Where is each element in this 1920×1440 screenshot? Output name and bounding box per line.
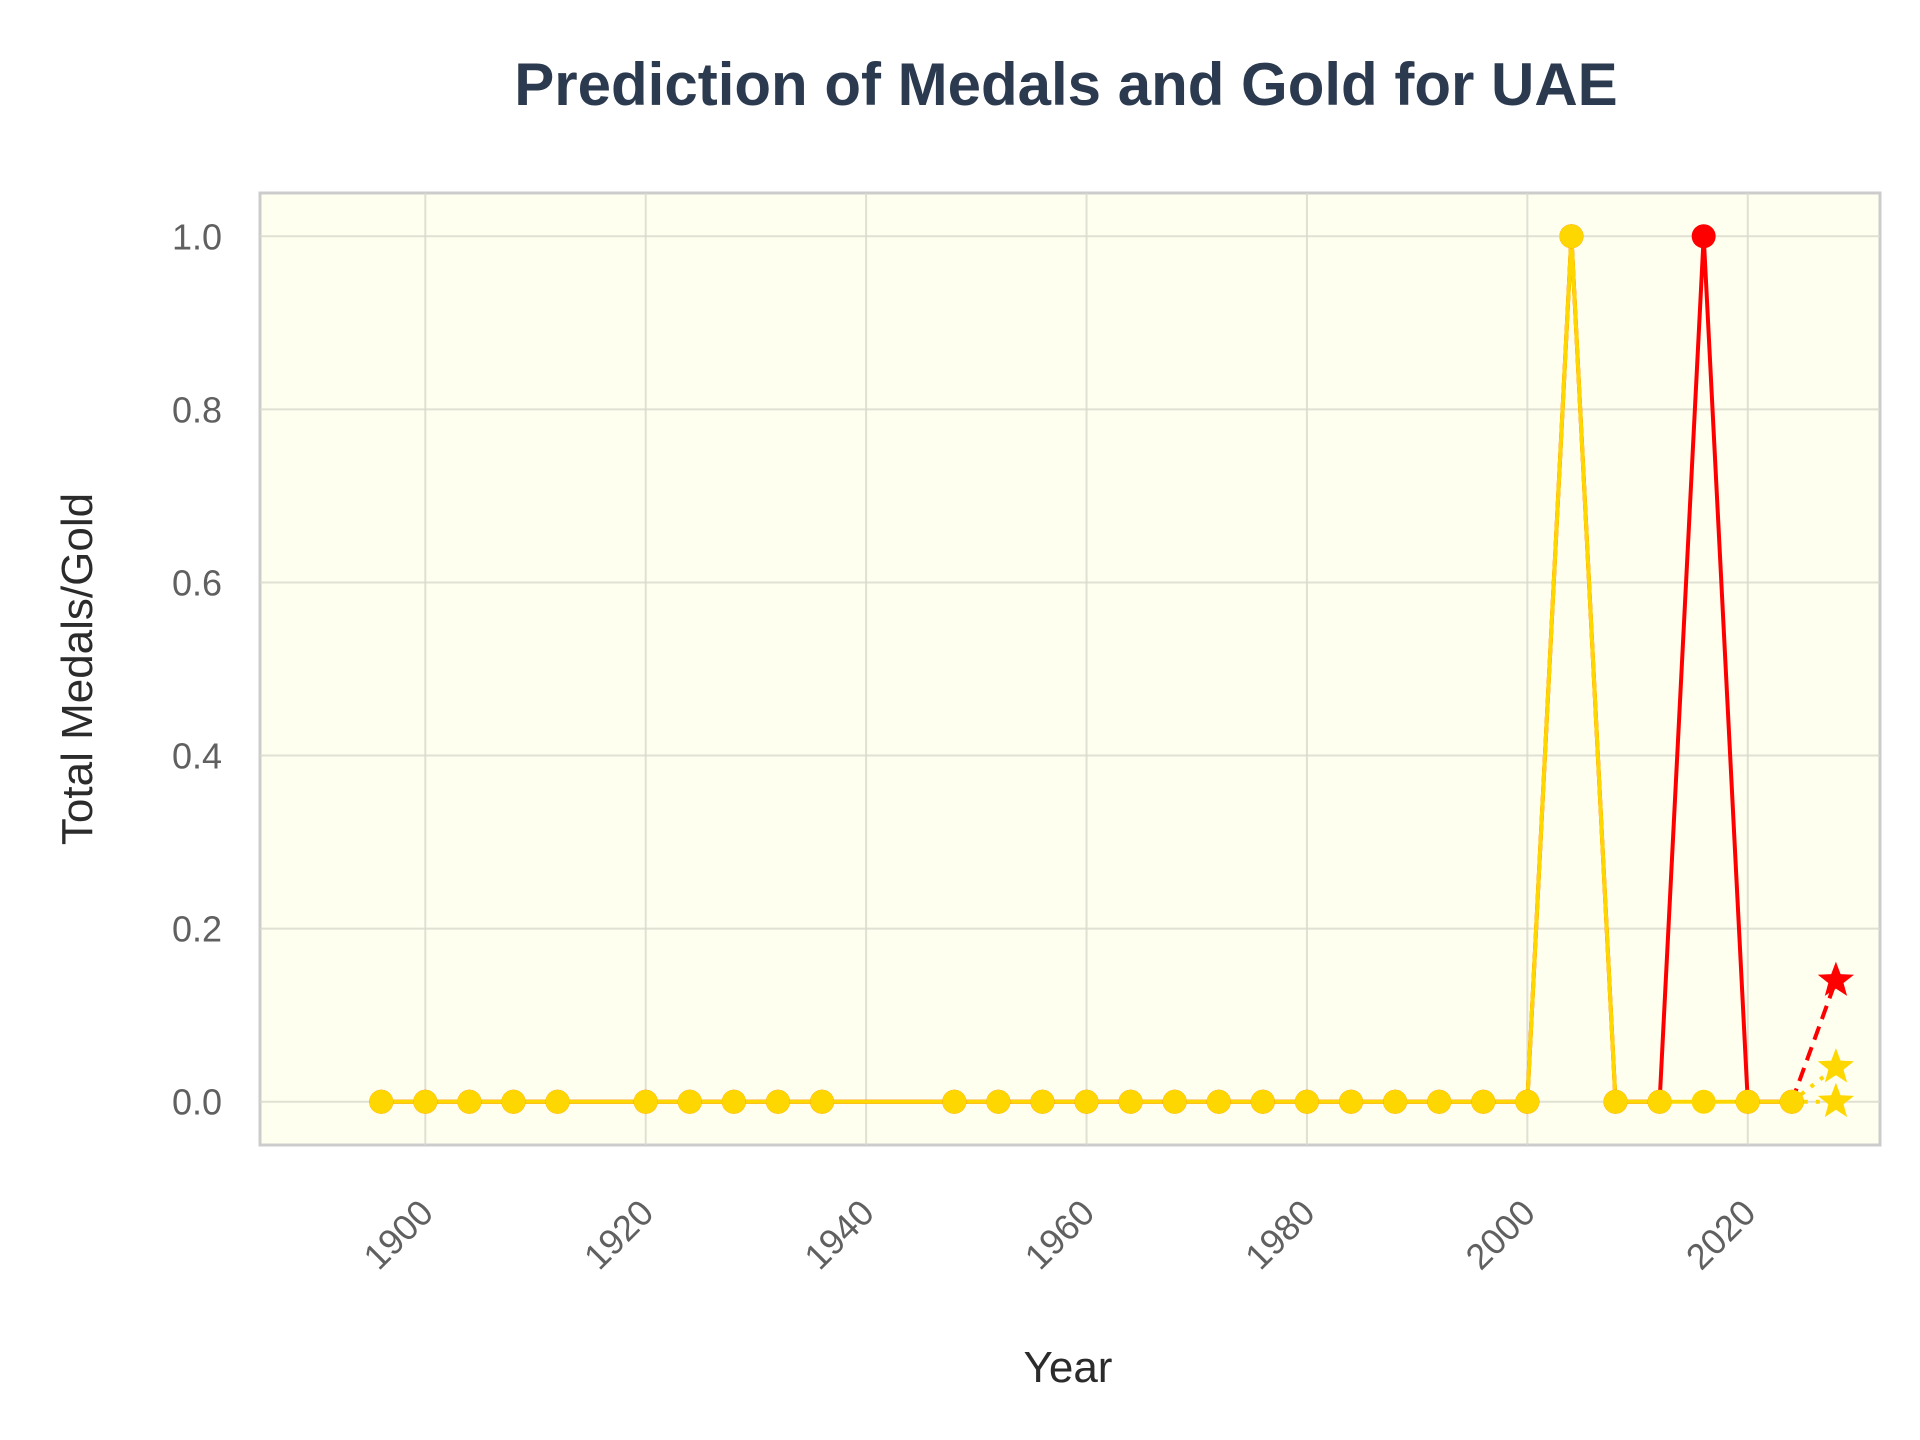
series-1-point [457, 1089, 482, 1114]
series-1-point [545, 1089, 570, 1114]
x-axis-ticks: 1900 1920 1940 1960 1980 2000 2020 [355, 1192, 1763, 1278]
grid [260, 193, 1880, 1145]
y-tick-label: 0.8 [172, 389, 222, 430]
plot-area [258, 191, 1882, 1147]
x-axis-label: Year [1024, 1343, 1113, 1392]
y-tick-label: 0.0 [172, 1082, 222, 1123]
series-1-point [1647, 1089, 1672, 1114]
series-1-point [1074, 1089, 1099, 1114]
series-1-point [501, 1089, 526, 1114]
x-tick-label: 1920 [576, 1192, 662, 1278]
prediction-2-star [1817, 1082, 1854, 1118]
series-1-point [986, 1089, 1011, 1114]
series-1-point [942, 1089, 967, 1114]
series-1-point [1339, 1089, 1364, 1114]
y-tick-label: 1.0 [172, 216, 222, 257]
x-tick-label: 1940 [796, 1192, 882, 1278]
x-tick-label: 1960 [1017, 1192, 1103, 1278]
series-1-line [381, 234, 1792, 1104]
series-1-point [1427, 1089, 1452, 1114]
prediction-0-star [1817, 961, 1854, 996]
series-markers [369, 224, 1854, 1118]
series-1-point [1471, 1089, 1496, 1114]
series-1-point [810, 1089, 835, 1114]
y-tick-label: 0.2 [172, 909, 222, 950]
series-1-point [413, 1089, 438, 1114]
series-1-point [1735, 1089, 1760, 1114]
series-1-point [1383, 1089, 1408, 1114]
prediction-1-star [1817, 1048, 1854, 1083]
series-1-point [677, 1089, 702, 1114]
series-0-point [1691, 224, 1716, 249]
series-1-point [765, 1089, 790, 1114]
x-tick-label: 2000 [1457, 1192, 1543, 1278]
y-axis-label: Total Medals/Gold [53, 493, 102, 845]
series-1-point [1118, 1089, 1143, 1114]
series-1-point [1294, 1089, 1319, 1114]
series-1-point [1559, 224, 1584, 249]
chart-title: Prediction of Medals and Gold for UAE [514, 51, 1617, 118]
x-tick-label: 1900 [355, 1192, 441, 1278]
series-1-point [1779, 1089, 1804, 1114]
y-tick-label: 0.4 [172, 736, 222, 777]
series-1-point [1206, 1089, 1231, 1114]
x-tick-label: 1980 [1237, 1192, 1323, 1278]
series-1-point [1030, 1089, 1055, 1114]
x-tick-label: 2020 [1678, 1192, 1764, 1278]
series-1-point [369, 1089, 394, 1114]
y-axis-ticks: 0.0 0.2 0.4 0.6 0.8 1.0 [172, 216, 222, 1122]
series-1-point [721, 1089, 746, 1114]
y-tick-label: 0.6 [172, 562, 222, 603]
series-1-point [1691, 1089, 1716, 1114]
series-1-point [1515, 1089, 1540, 1114]
series-1-point [1603, 1089, 1628, 1114]
series-1-point [1162, 1089, 1187, 1114]
series-1-point [1250, 1089, 1275, 1114]
series-1-point [633, 1089, 658, 1114]
